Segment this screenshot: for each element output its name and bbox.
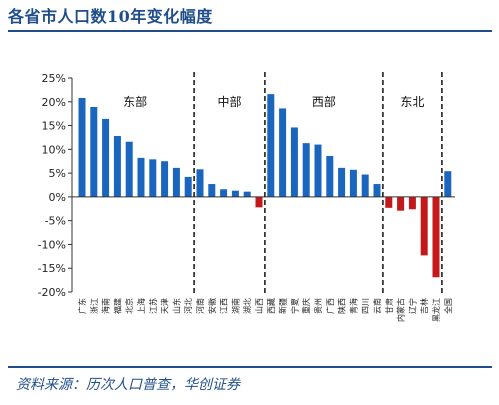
x-tick-label-宁夏: 宁夏	[289, 298, 299, 314]
bar-宁夏	[290, 127, 298, 197]
bar-内蒙古	[397, 196, 405, 211]
bar-重庆	[302, 143, 310, 197]
bar-陕西	[338, 167, 346, 197]
x-tick-label-浙江: 浙江	[89, 298, 99, 314]
x-tick-label-江西: 江西	[220, 298, 229, 314]
x-tick-label-贵州: 贵州	[313, 298, 323, 314]
x-tick-label-天津: 天津	[160, 298, 170, 314]
bar-甘肃	[385, 196, 393, 208]
bar-河南	[196, 169, 204, 197]
bar-湖北	[243, 191, 251, 197]
y-tick-label: -10%	[38, 238, 66, 251]
region-label-东部: 东部	[123, 94, 147, 109]
bar-贵州	[314, 144, 322, 197]
bar-北京	[125, 141, 133, 197]
y-tick-label: 5%	[49, 167, 66, 180]
bar-海南	[102, 118, 110, 197]
bar-青海	[349, 169, 357, 197]
y-tick-label: 10%	[42, 143, 66, 156]
x-tick-label-河南: 河南	[195, 298, 205, 314]
x-tick-label-内蒙古: 内蒙古	[396, 298, 406, 322]
x-tick-label-福建: 福建	[112, 298, 122, 314]
bar-浙江	[90, 107, 98, 197]
x-tick-label-湖北: 湖北	[243, 298, 252, 314]
x-tick-label-黑龙江: 黑龙江	[431, 298, 441, 322]
x-tick-label-四川: 四川	[361, 298, 370, 314]
bar-广西	[326, 155, 334, 197]
region-label-东北: 东北	[400, 95, 424, 109]
bar-黑龙江	[432, 196, 440, 278]
bar-吉林	[420, 196, 428, 256]
x-tick-label-青海: 青海	[348, 298, 358, 314]
bar-四川	[361, 174, 369, 197]
y-tick-label: -5%	[45, 215, 66, 228]
bar-山东	[172, 167, 180, 197]
x-tick-label-辽宁: 辽宁	[407, 298, 417, 314]
x-tick-label-广西: 广西	[325, 298, 335, 314]
y-tick-label: 15%	[42, 120, 66, 133]
x-tick-label-重庆: 重庆	[301, 298, 311, 314]
bar-全国	[444, 171, 452, 197]
bar-河北	[184, 176, 192, 197]
x-tick-label-河北: 河北	[183, 298, 193, 314]
bar-安徽	[208, 184, 216, 197]
bar-福建	[113, 136, 121, 197]
x-tick-label-西藏: 西藏	[266, 298, 276, 314]
x-tick-label-甘肃: 甘肃	[384, 298, 394, 314]
bar-湖南	[231, 190, 239, 197]
region-label-西部: 西部	[312, 94, 336, 109]
bar-上海	[137, 157, 145, 197]
bar-江苏	[149, 159, 157, 197]
bar-辽宁	[408, 196, 416, 210]
region-label-中部: 中部	[217, 94, 241, 109]
source-note: 资料来源：历次人口普查，华创证券	[16, 377, 240, 393]
x-tick-label-江苏: 江苏	[148, 298, 158, 314]
bar-山西	[255, 196, 263, 208]
y-tick-label: 0%	[49, 191, 66, 204]
bar-西藏	[267, 94, 275, 197]
x-tick-label-上海: 上海	[136, 298, 146, 314]
x-tick-label-广东: 广东	[77, 298, 87, 314]
x-tick-label-陕西: 陕西	[337, 298, 347, 314]
y-tick-label: 25%	[42, 72, 66, 85]
source-divider	[8, 366, 492, 368]
y-tick-label: -15%	[38, 262, 66, 275]
bar-江西	[220, 189, 228, 197]
title-divider	[8, 30, 492, 32]
x-tick-label-海南: 海南	[101, 298, 111, 314]
x-tick-label-湖南: 湖南	[230, 298, 240, 314]
x-tick-label-全国: 全国	[443, 298, 453, 314]
page-title: 各省市人口数10年变化幅度	[8, 7, 213, 26]
x-tick-label-吉林: 吉林	[419, 298, 429, 314]
x-tick-label-山东: 山东	[171, 298, 181, 314]
x-tick-label-山西: 山西	[254, 298, 264, 314]
bar-云南	[373, 184, 381, 197]
x-tick-label-北京: 北京	[124, 298, 134, 314]
x-tick-label-安徽: 安徽	[207, 298, 217, 314]
bar-广东	[78, 97, 86, 197]
x-tick-label-新疆: 新疆	[278, 298, 288, 314]
bar-天津	[161, 161, 169, 197]
y-tick-label: 20%	[42, 96, 66, 109]
x-tick-label-云南: 云南	[372, 298, 382, 314]
y-tick-label: -20%	[38, 286, 66, 299]
bar-新疆	[279, 108, 287, 197]
